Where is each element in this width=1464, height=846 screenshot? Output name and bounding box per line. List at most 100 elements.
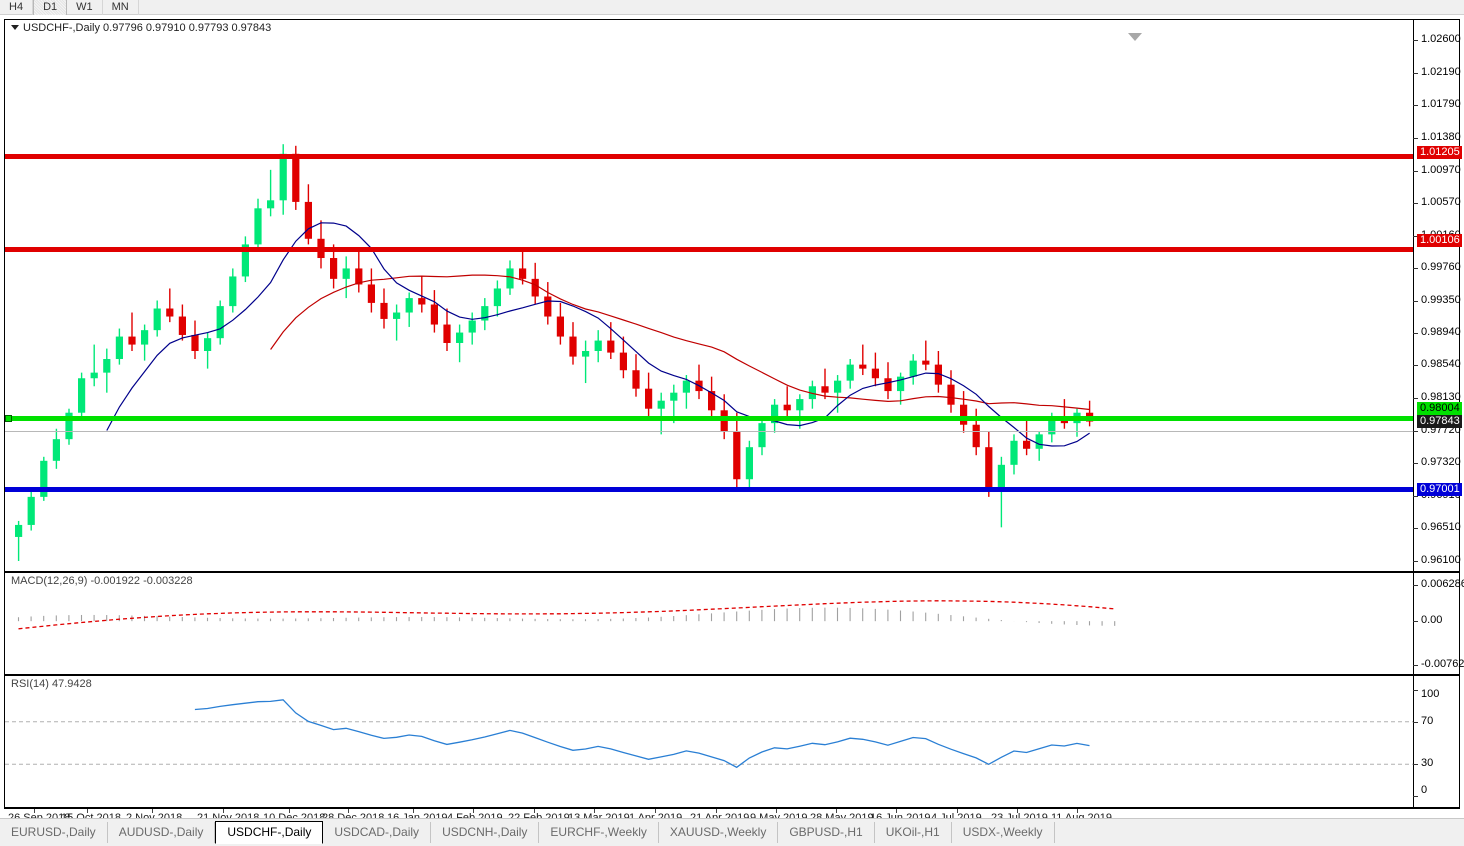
timeframe-button-w1[interactable]: W1 xyxy=(67,0,103,15)
price-scale-label: 0.97320 xyxy=(1421,456,1461,469)
rsi-scale-tick xyxy=(1413,690,1418,691)
macd-scale-label: 0.006286 xyxy=(1421,578,1464,590)
price-scale-tick xyxy=(1413,267,1418,269)
macd-scale-tick xyxy=(1413,665,1418,666)
price-scale-tick xyxy=(1413,333,1418,335)
chart-tab-usdchf-daily[interactable]: USDCHF-,Daily xyxy=(215,821,324,844)
price-scale-label: 1.00970 xyxy=(1421,163,1461,176)
price-scale-label: 0.97720 xyxy=(1421,424,1461,437)
price-level-label-blue[interactable]: 0.97001 xyxy=(1417,482,1462,496)
support-line-green[interactable] xyxy=(5,416,1413,421)
macd-indicator-panel[interactable]: MACD(12,26,9) -0.001922 -0.003228 0.0062… xyxy=(4,572,1464,675)
rsi-scale-tick xyxy=(1413,764,1418,766)
price-scale-tick xyxy=(1413,235,1418,237)
date-axis-tick xyxy=(776,809,777,813)
date-axis-tick xyxy=(836,809,837,813)
macd-scale-tick xyxy=(1413,621,1418,623)
price-scale-label: 1.01790 xyxy=(1421,97,1461,110)
date-axis-tick xyxy=(655,809,656,813)
date-axis-tick xyxy=(534,809,535,813)
chart-tab-ukoil-h1[interactable]: UKOil-,H1 xyxy=(875,822,952,843)
price-scale-tick xyxy=(1413,300,1418,302)
chart-tab-eurchf-weekly[interactable]: EURCHF-,Weekly xyxy=(539,822,659,843)
price-scale-tick xyxy=(1413,72,1418,74)
price-scale-tick xyxy=(1413,398,1418,400)
price-chart-panel[interactable]: USDCHF-,Daily 0.97796 0.97910 0.97793 0.… xyxy=(4,19,1462,572)
price-scale-tick xyxy=(1413,365,1418,367)
last-price-line xyxy=(5,431,1413,432)
price-scale-label: 0.96100 xyxy=(1421,554,1461,566)
price-scale-label: 1.02600 xyxy=(1421,33,1461,45)
chart-tab-bar: EURUSD-,Daily AUDUSD-,Daily USDCHF-,Daily U… xyxy=(0,818,1464,846)
date-axis-tick xyxy=(1017,809,1018,813)
macd-scale-label: -0.00762 xyxy=(1421,658,1464,670)
rsi-plot-area[interactable] xyxy=(5,676,1413,807)
rsi-scale[interactable]: 100 70 30 0 xyxy=(1413,676,1459,807)
price-scale-tick xyxy=(1413,528,1418,530)
price-scale-label: 0.99760 xyxy=(1421,260,1461,273)
chart-tab-xauusd-weekly[interactable]: XAUUSD-,Weekly xyxy=(659,822,779,843)
price-plot-area[interactable] xyxy=(5,20,1413,571)
chart-tab-usdx-weekly[interactable]: USDX-,Weekly xyxy=(952,822,1055,843)
resistance-line-2[interactable] xyxy=(5,247,1413,252)
macd-plot-area[interactable] xyxy=(5,573,1413,674)
rsi-scale-label: 70 xyxy=(1421,714,1434,727)
price-scale-tick xyxy=(1413,496,1418,498)
date-axis-tick xyxy=(348,809,349,813)
resistance-line-1[interactable] xyxy=(5,154,1413,159)
support-line-anchor-left[interactable] xyxy=(5,415,12,422)
price-scale-tick xyxy=(1413,40,1418,41)
chart-tab-gbpusd-h1[interactable]: GBPUSD-,H1 xyxy=(778,822,875,843)
date-axis-tick xyxy=(152,809,153,813)
date-axis-tick xyxy=(957,809,958,813)
chart-tab-eurusd-daily[interactable]: EURUSD-,Daily xyxy=(0,822,108,843)
price-scale-label: 0.98540 xyxy=(1421,358,1461,371)
date-axis-tick xyxy=(716,809,717,813)
timeframe-button-d1[interactable]: D1 xyxy=(33,0,68,15)
price-scale-tick xyxy=(1413,561,1418,562)
date-axis-tick xyxy=(34,809,35,813)
macd-scale[interactable]: 0.006286 0.00 -0.00762 xyxy=(1413,573,1464,674)
candlestick-series xyxy=(15,144,1094,561)
price-scale-tick xyxy=(1413,463,1418,465)
date-axis-tick xyxy=(289,809,290,813)
date-axis-tick xyxy=(594,809,595,813)
price-scale-label: 0.96510 xyxy=(1421,521,1461,534)
date-axis-tick xyxy=(87,809,88,813)
date-axis-tick xyxy=(1077,809,1078,813)
price-scale[interactable]: 1.02600 1.02190 1.01790 1.01380 1.00970 1.005… xyxy=(1413,20,1462,571)
price-scale-label: 0.98940 xyxy=(1421,326,1461,339)
price-scale-tick xyxy=(1413,431,1418,433)
timeframe-button-h4[interactable]: H4 xyxy=(0,0,34,15)
date-axis-tick xyxy=(413,809,414,813)
rsi-scale-label: 0 xyxy=(1421,784,1428,796)
chart-tab-usdcad-daily[interactable]: USDCAD-,Daily xyxy=(323,822,432,843)
support-line-blue[interactable] xyxy=(5,487,1413,492)
price-scale-tick xyxy=(1413,104,1418,106)
price-scale-tick xyxy=(1413,137,1418,139)
chart-top-marker-icon xyxy=(1128,33,1142,41)
rsi-scale-tick xyxy=(1413,796,1418,797)
price-scale-label: 1.02190 xyxy=(1421,65,1461,78)
price-scale-tick xyxy=(1413,202,1418,204)
date-axis-tick xyxy=(473,809,474,813)
chart-tab-audusd-daily[interactable]: AUDUSD-,Daily xyxy=(108,822,216,843)
macd-scale-tick xyxy=(1413,585,1418,586)
chart-tab-usdcnh-daily[interactable]: USDCNH-,Daily xyxy=(431,822,540,843)
price-scale-label: 1.01380 xyxy=(1421,130,1461,143)
rsi-indicator-panel[interactable]: RSI(14) 47.9428 100 70 30 0 xyxy=(4,675,1460,808)
price-level-label-black[interactable]: 0.97843 xyxy=(1417,415,1462,429)
date-axis-tick xyxy=(223,809,224,813)
chart-area: USDCHF-,Daily 0.97796 0.97910 0.97793 0.… xyxy=(0,15,1464,826)
price-scale-label: 0.98130 xyxy=(1421,391,1461,404)
macd-series xyxy=(17,600,1116,630)
rsi-series xyxy=(5,699,1413,769)
price-level-label-red[interactable]: 1.00106 xyxy=(1417,233,1462,247)
macd-scale-label: 0.00 xyxy=(1421,614,1443,627)
timeframe-toolbar: H4 D1 W1 MN xyxy=(0,0,1464,15)
rsi-scale-tick xyxy=(1413,721,1418,723)
price-level-label-red[interactable]: 1.01205 xyxy=(1417,145,1462,159)
price-level-label-green[interactable]: 0.98004 xyxy=(1417,402,1462,416)
timeframe-button-mn[interactable]: MN xyxy=(103,0,139,15)
